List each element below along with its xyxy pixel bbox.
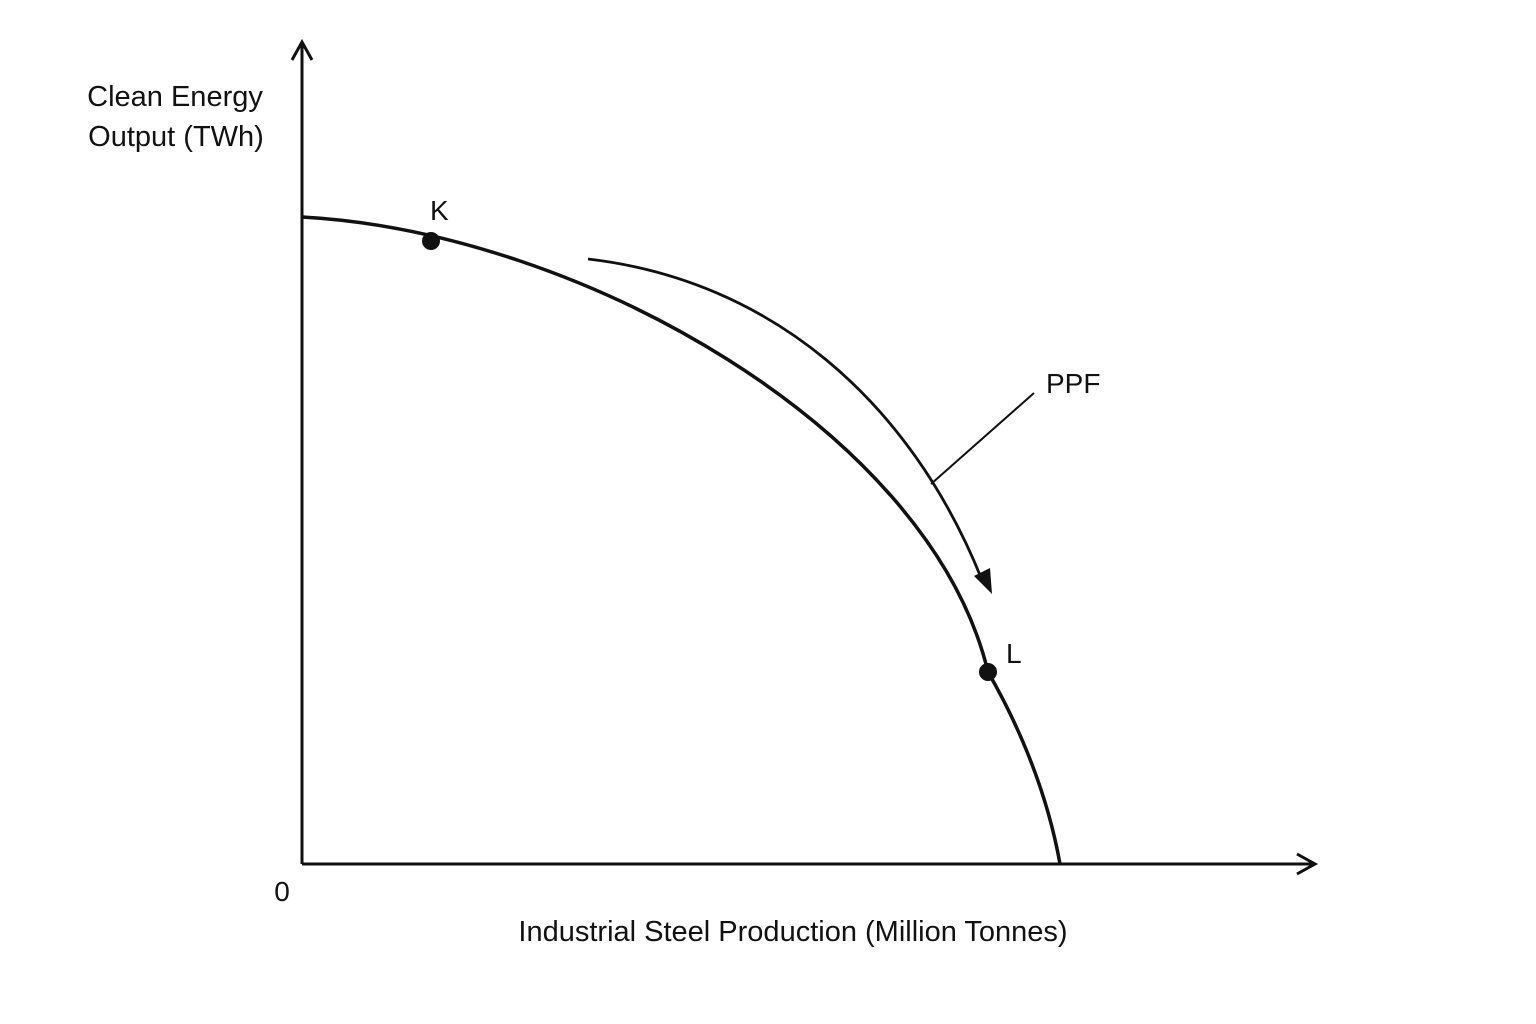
point-k-label: K [430, 195, 449, 226]
y-axis-label-line2: Output (TWh) [88, 121, 264, 153]
ppf-leader-line [930, 392, 1035, 485]
point-l-label: L [1006, 638, 1022, 669]
movement-arrowhead-icon [974, 568, 992, 594]
x-axis-label: Industrial Steel Production (Million Ton… [518, 916, 1067, 948]
point-k-marker [422, 232, 440, 250]
origin-label: 0 [274, 876, 290, 907]
y-axis [290, 38, 314, 864]
y-axis-arrowhead-icon [290, 38, 314, 61]
x-axis-arrowhead-icon [1296, 852, 1319, 876]
point-l-marker [979, 663, 997, 681]
movement-arrow [587, 257, 992, 594]
ppf-label: PPF [1046, 368, 1100, 399]
ppf-curve [301, 215, 1062, 865]
y-axis-label-line1: Clean Energy [87, 81, 263, 113]
x-axis [302, 852, 1319, 876]
